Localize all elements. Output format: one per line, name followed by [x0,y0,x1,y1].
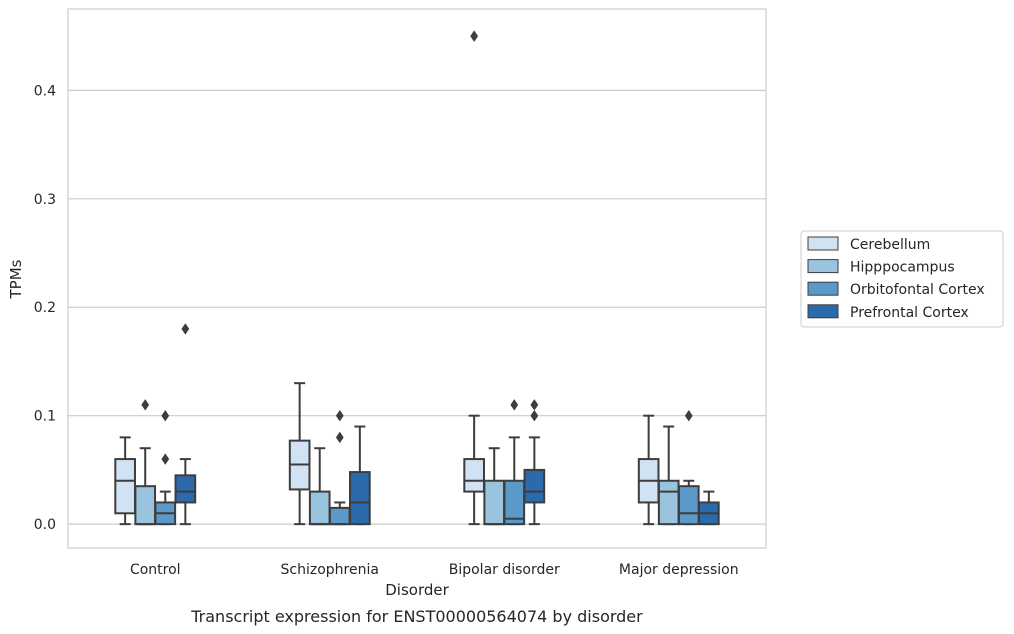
legend-label: Hipppocampus [850,260,955,276]
box-iqr [463,458,485,493]
box-iqr [134,485,157,526]
outlier-point [470,30,479,42]
box-series [114,30,720,526]
box-prefrontal-cortex [523,399,546,526]
chart-caption: Transcript expression for ENST0000056407… [190,607,643,626]
legend-swatch [807,236,839,251]
outlier-point [530,399,539,411]
y-tick-label: 0.3 [34,192,56,208]
y-axis-label: TPMs [7,259,25,299]
outlier-point [335,409,344,422]
y-tick-labels: 0.0 0.1 0.2 0.3 0.4 [34,83,56,533]
legend-label: Orbitofontal Cortex [850,282,985,298]
box-prefrontal-cortex [698,490,720,526]
legend-frame [800,230,1004,328]
box-orbitofontal-cortex [154,409,177,526]
box-prefrontal-cortex [349,425,371,526]
outlier-point [161,409,170,422]
box-hipppocampus [134,399,157,526]
box-cerebellum [463,30,485,526]
x-tick-label: Schizophrenia [281,562,379,578]
legend-swatch [807,304,839,319]
box-iqr [328,506,351,526]
legend-swatch [807,281,839,296]
box-cerebellum [114,436,136,526]
outlier-point [684,409,693,422]
x-axis-label: Disorder [385,581,449,599]
legend: Cerebellum Hipppocampus Orbitofontal Corte… [800,230,1004,328]
box-prefrontal-cortex [174,323,197,526]
box-iqr [114,458,136,515]
plot-frame [67,8,767,549]
legend-swatch [807,259,839,274]
outlier-point [161,453,170,465]
box-iqr [523,468,546,504]
outlier-point [141,399,150,411]
outlier-point [181,323,190,335]
y-tick-label: 0.1 [34,409,56,425]
outlier-point [335,431,344,444]
box-iqr [483,479,506,526]
box-iqr [174,474,197,504]
box-hipppocampus [308,447,331,526]
box-iqr [677,485,700,526]
legend-label: Prefrontal Cortex [850,305,969,321]
legend-label: Cerebellum [850,237,930,253]
outlier-point [510,399,519,411]
x-tick-label: Major depression [619,562,739,578]
x-tick-label: Control [130,562,181,578]
box-iqr [503,479,526,526]
box-iqr [349,471,371,526]
box-orbitofontal-cortex [677,409,700,526]
x-tick-labels: Control Schizophrenia Bipolar disorder Majo… [130,562,739,578]
x-tick-label: Bipolar disorder [449,562,560,578]
y-tick-label: 0.2 [34,300,56,316]
box-cerebellum [288,382,311,526]
box-iqr [657,479,680,526]
y-tick-label: 0.4 [34,83,56,99]
y-tick-label: 0.0 [34,517,56,533]
box-iqr [308,490,331,526]
outlier-point [530,409,539,422]
